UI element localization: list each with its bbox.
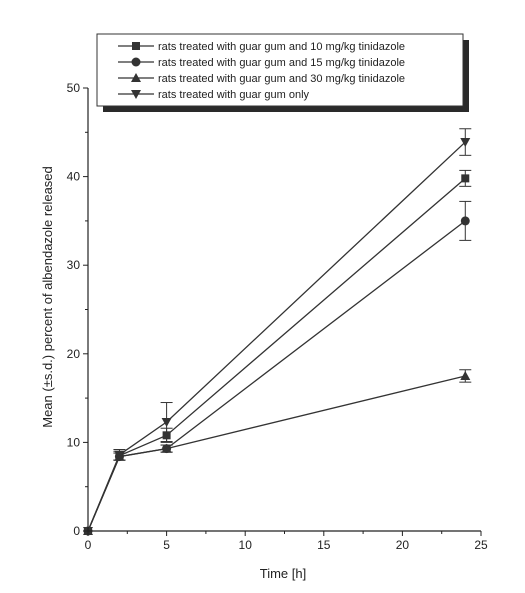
series-3 [83, 369, 472, 535]
x-tick-label: 0 [85, 538, 92, 552]
series-line [87, 177, 466, 532]
data-point [460, 138, 471, 148]
plot-area [83, 128, 472, 536]
series-2 [83, 200, 472, 536]
x-tick-label: 5 [163, 538, 170, 552]
x-tick-label: 10 [239, 538, 253, 552]
y-tick-label: 30 [67, 258, 81, 272]
data-point [460, 370, 471, 380]
y-axis-label: Mean (±s.d.) percent of albendazole rele… [40, 166, 55, 428]
data-point [114, 450, 125, 460]
legend-marker [132, 42, 140, 50]
data-point [161, 418, 172, 428]
axes: 0 5 10 15 20 25 0 10 20 30 40 50 [67, 81, 488, 552]
legend-items: rats treated with guar gum and 10 mg/kg … [118, 41, 405, 101]
series-4 [83, 128, 472, 536]
data-point [461, 174, 470, 183]
x-tick-label: 25 [474, 538, 488, 552]
series-1 [84, 169, 472, 535]
y-tick-label: 50 [67, 81, 81, 95]
legend-label: rats treated with guar gum and 10 mg/kg … [158, 41, 405, 53]
legend-item-1: rats treated with guar gum and 10 mg/kg … [118, 41, 405, 53]
legend-label: rats treated with guar gum only [158, 89, 310, 101]
legend-item-4: rats treated with guar gum only [118, 89, 310, 101]
legend: rats treated with guar gum and 10 mg/kg … [96, 33, 469, 112]
x-tick-label: 15 [317, 538, 331, 552]
y-tick-label: 10 [67, 435, 81, 449]
y-tick-label: 0 [73, 524, 80, 538]
series-line [87, 220, 466, 532]
legend-item-2: rats treated with guar gum and 15 mg/kg … [118, 57, 405, 69]
legend-label: rats treated with guar gum and 30 mg/kg … [158, 73, 405, 85]
y-tick-label: 20 [67, 347, 81, 361]
x-axis-label: Time [h] [260, 566, 306, 581]
legend-marker [131, 73, 141, 82]
y-tick-label: 40 [67, 170, 81, 184]
series-line [87, 375, 466, 532]
data-point [161, 443, 172, 453]
legend-box [96, 33, 464, 107]
legend-marker [131, 57, 141, 67]
legend-item-3: rats treated with guar gum and 30 mg/kg … [118, 73, 405, 85]
data-point [460, 216, 470, 226]
legend-label: rats treated with guar gum and 15 mg/kg … [158, 57, 405, 69]
legend-marker [131, 90, 141, 99]
series-line [87, 141, 466, 532]
x-tick-label: 20 [396, 538, 410, 552]
